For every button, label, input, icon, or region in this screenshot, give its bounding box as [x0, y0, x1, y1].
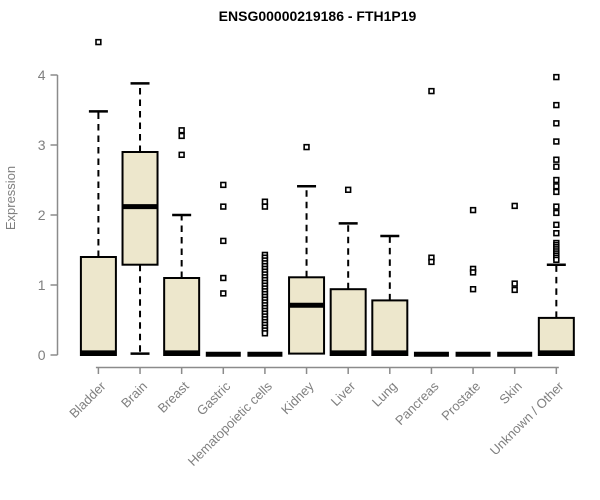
outlier-point: [95, 38, 102, 46]
outlier-point: [553, 230, 560, 237]
outlier-point: [553, 221, 560, 228]
box-breast: [163, 277, 201, 356]
x-tick-label: Breast: [155, 378, 192, 415]
box-kidney: [288, 276, 326, 355]
outlier-point: [178, 127, 185, 134]
outlier-point: [553, 203, 560, 210]
outlier-point: [220, 290, 227, 297]
outlier-point: [553, 156, 560, 163]
outlier-point: [220, 203, 227, 210]
y-tick-label: 4: [38, 67, 46, 83]
outlier-point: [220, 237, 227, 245]
x-tick-label: Gastric: [194, 378, 234, 418]
outlier-point: [303, 143, 310, 151]
x-tick-label: Brain: [118, 379, 150, 411]
outlier-point: [220, 274, 227, 282]
box-liver: [329, 288, 367, 357]
outlier-point: [553, 73, 560, 81]
outlier-point: [428, 258, 435, 266]
outlier-point: [261, 203, 269, 210]
y-axis-label: Expression: [3, 166, 18, 230]
outlier-point: [553, 120, 560, 127]
outlier-point: [553, 101, 560, 109]
outlier-point: [261, 198, 269, 205]
box-bladder: [79, 256, 117, 356]
outlier-point: [553, 176, 560, 184]
y-tick-label: 0: [38, 347, 46, 363]
x-tick-label: Lung: [369, 379, 400, 410]
outlier-point: [553, 256, 560, 263]
outlier-point: [344, 186, 352, 193]
outlier-point: [553, 138, 560, 145]
box-lung: [371, 299, 409, 356]
y-tick-label: 3: [38, 137, 46, 153]
outlier-point: [469, 206, 477, 214]
x-tick-label: Prostate: [438, 379, 483, 424]
outlier-point: [511, 280, 518, 287]
outlier-point: [178, 151, 185, 158]
y-tick-label: 1: [38, 277, 46, 293]
x-tick-label: Pancreas: [392, 378, 442, 428]
x-tick-label: Kidney: [278, 378, 317, 417]
outlier-point: [553, 188, 560, 196]
outlier-point: [220, 181, 227, 189]
outlier-point: [469, 269, 477, 276]
outlier-point: [178, 132, 185, 140]
outlier-point: [428, 87, 435, 95]
outlier-point: [261, 330, 269, 337]
x-tick-label: Skin: [496, 379, 524, 407]
outlier-point: [553, 163, 560, 170]
box-unknown-other: [537, 316, 575, 356]
y-tick-label: 2: [38, 207, 46, 223]
chart-title: ENSG00000219186 - FTH1P19: [218, 8, 417, 24]
outlier-point: [553, 209, 560, 217]
outlier-point: [553, 183, 560, 190]
x-tick-label: Bladder: [66, 378, 109, 421]
x-tick-label: Unknown / Other: [487, 378, 567, 458]
outlier-point: [511, 286, 518, 294]
outlier-point: [511, 202, 518, 210]
x-tick-label: Liver: [328, 378, 359, 409]
outlier-point: [469, 285, 477, 293]
